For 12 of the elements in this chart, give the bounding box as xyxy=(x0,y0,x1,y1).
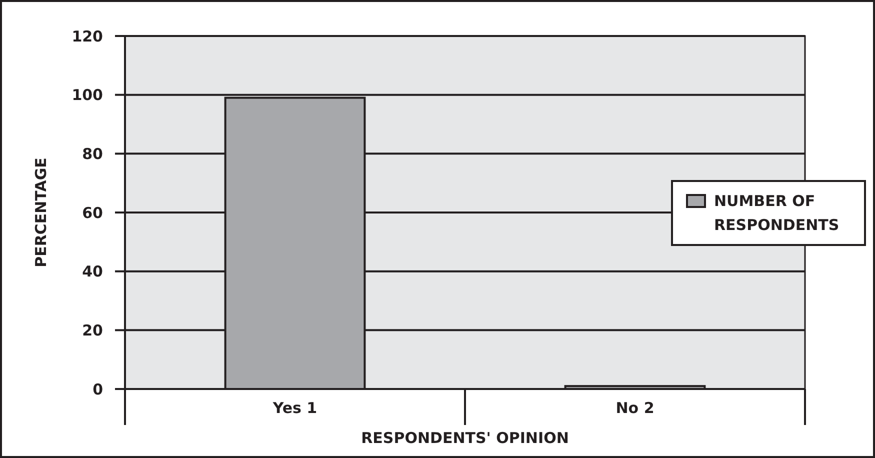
y-tick-label: 120 xyxy=(72,27,103,46)
y-tick-label: 100 xyxy=(72,86,103,104)
y-axis-title: PERCENTAGE xyxy=(32,158,50,268)
y-tick-label: 0 xyxy=(92,380,103,398)
y-tick-label: 40 xyxy=(82,262,103,281)
legend-label: NUMBER OF RESPONDENTS xyxy=(714,192,840,234)
y-tick-label: 20 xyxy=(82,321,103,340)
x-tick-label: No 2 xyxy=(616,399,654,417)
y-tick-label: 60 xyxy=(82,204,103,222)
x-tick-label: Yes 1 xyxy=(272,399,318,417)
x-axis-title: RESPONDENTS' OPINION xyxy=(361,429,569,447)
y-tick-label: 80 xyxy=(82,144,103,163)
